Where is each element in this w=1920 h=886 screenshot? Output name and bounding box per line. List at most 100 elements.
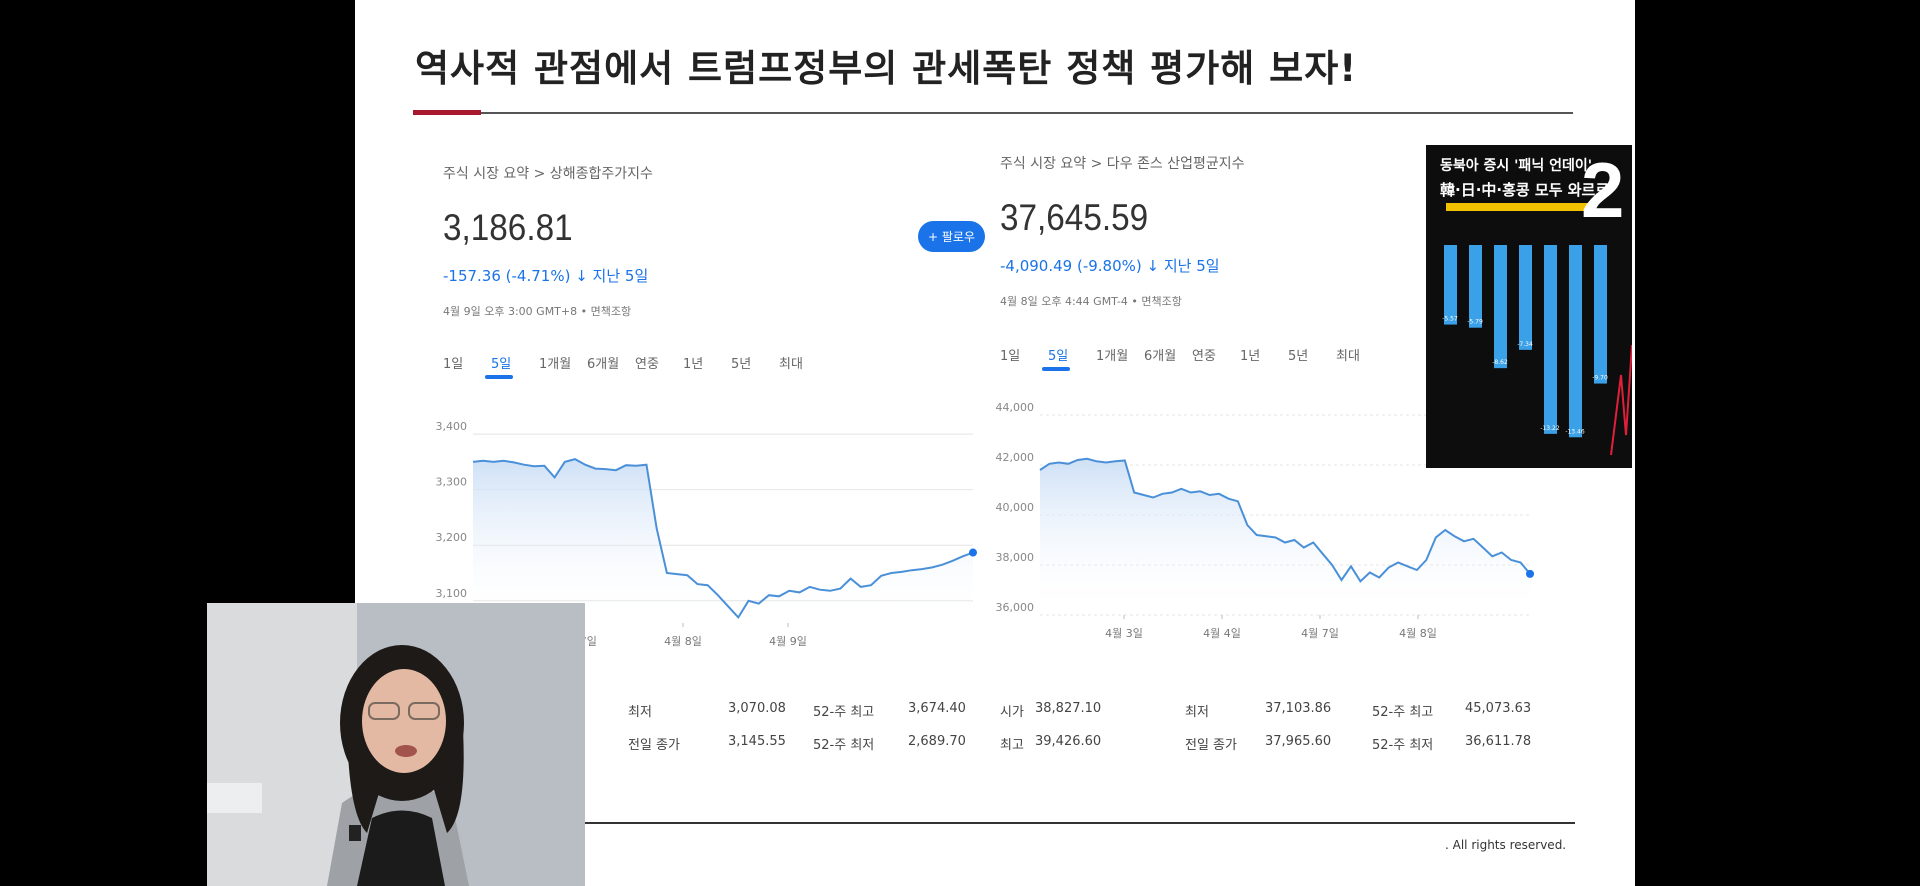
thumbnail-headline-2: 韓·日·中·홍콩 모두 와르르 — [1440, 181, 1610, 199]
stat-52w-high-label: 52-주 최고 — [1372, 705, 1434, 720]
breadcrumb[interactable]: 주식 시장 요약 > 상해종합주가지수 — [443, 166, 653, 182]
thumb-bar — [1594, 245, 1607, 384]
y-tick-label: 36,000 — [996, 601, 1035, 614]
area-fill — [1040, 458, 1530, 615]
index-price: 37,645.59 — [1000, 197, 1149, 238]
tab-1y[interactable]: 1년 — [1240, 349, 1261, 364]
follow-button[interactable]: + 팔로우 — [918, 221, 985, 252]
stat-52w-low-label: 52-주 최저 — [813, 738, 875, 753]
stat-high-label: 최고 — [1000, 738, 1024, 753]
y-tick-label: 40,000 — [996, 501, 1035, 514]
thumb-bar-label: -8.62 — [1492, 359, 1508, 366]
thumb-bar-label: -13.46 — [1565, 428, 1585, 435]
stat-low-label: 최저 — [628, 705, 652, 720]
price-change: -157.36 (-4.71%) ↓ 지난 5일 — [443, 267, 649, 285]
last-point-marker — [969, 548, 977, 557]
title-accent-bar — [413, 110, 481, 115]
dow-panel: 주식 시장 요약 > 다우 존스 산업평균지수 37,645.59 -4,090… — [996, 153, 1560, 763]
price-change: -4,090.49 (-9.80%) ↓ 지난 5일 — [1000, 257, 1220, 275]
x-tick-label: 4월 7일 — [1301, 626, 1339, 640]
tab-6m[interactable]: 6개월 — [587, 357, 620, 372]
footer-divider — [385, 822, 1575, 824]
title-divider — [413, 112, 1573, 114]
x-tick-label: 4월 3일 — [1105, 626, 1143, 640]
price-timestamp: 4월 9일 오후 3:00 GMT+8 • 면책조항 — [443, 305, 632, 318]
x-tick-label: 4월 9일 — [769, 634, 807, 648]
stat-high-value: 39,426.60 — [1035, 734, 1102, 749]
slide-title: 역사적 관점에서 트럼프정부의 관세폭탄 정책 평가해 보자! — [415, 47, 1358, 90]
stat-open-label: 시가 — [1000, 705, 1024, 720]
tab-5d[interactable]: 5일 — [1042, 345, 1096, 371]
tab-1m[interactable]: 1개월 — [539, 357, 572, 372]
x-tick-label: 4월 8일 — [664, 634, 702, 648]
thumb-bar-label: -5.79 — [1467, 319, 1483, 326]
shanghai-stats: 최저 3,070.08 52-주 최고 3,674.40 전일 종가 3,145… — [443, 701, 1003, 761]
tab-5y[interactable]: 5년 — [1288, 349, 1309, 364]
thumb-bar — [1444, 245, 1457, 325]
y-tick-label: 38,000 — [996, 551, 1035, 564]
index-price: 3,186.81 — [443, 207, 573, 248]
range-tabs: 1일 5일 1개월 6개월 연중 1년 5년 최대 — [443, 353, 827, 379]
thumbnail-big-number: 2 — [1581, 146, 1625, 234]
tab-1d[interactable]: 1일 — [443, 357, 464, 372]
price-timestamp: 4월 8일 오후 4:44 GMT-4 • 면책조항 — [1000, 295, 1182, 308]
thumb-bar — [1494, 245, 1507, 369]
tab-max[interactable]: 최대 — [1336, 349, 1360, 364]
tab-5y[interactable]: 5년 — [731, 357, 752, 372]
stat-prev-close-label: 전일 종가 — [628, 738, 680, 753]
x-tick-label: 4월 4일 — [1203, 626, 1241, 640]
series-line — [1039, 457, 1531, 583]
thumb-red-line — [1610, 344, 1632, 456]
presenter-webcam — [207, 603, 585, 886]
thumb-bar-label: -9.70 — [1592, 375, 1608, 382]
y-tick-label: 3,200 — [436, 531, 468, 544]
stat-52w-low-value: 2,689.70 — [908, 734, 966, 749]
thumb-bar-label: -7.34 — [1517, 341, 1533, 348]
y-tick-label: 3,100 — [436, 587, 468, 600]
thumbnail-headline-1: 동북아 증시 '패닉 언데이' — [1440, 158, 1592, 174]
tab-1y[interactable]: 1년 — [683, 357, 704, 372]
news-thumbnail: 동북아 증시 '패닉 언데이' 韓·日·中·홍콩 모두 와르르 2 -5.57 -… — [1426, 145, 1632, 468]
stat-52w-low-label: 52-주 최저 — [1372, 738, 1434, 753]
tab-ytd[interactable]: 연중 — [1192, 349, 1216, 364]
x-tick-label: 4월 8일 — [1399, 626, 1437, 640]
thumb-bar — [1569, 245, 1582, 438]
stat-52w-high-value: 3,674.40 — [908, 701, 966, 716]
y-tick-label: 42,000 — [996, 451, 1035, 464]
tab-1m[interactable]: 1개월 — [1096, 349, 1129, 364]
y-tick-label: 3,400 — [436, 420, 468, 433]
tab-max[interactable]: 최대 — [779, 357, 803, 372]
y-tick-label: 44,000 — [996, 401, 1035, 414]
thumb-bar-label: -5.57 — [1442, 316, 1458, 323]
stat-prev-close-value: 3,145.55 — [728, 734, 786, 749]
stat-52w-low-value: 36,611.78 — [1465, 734, 1532, 749]
stat-prev-close-label: 전일 종가 — [1185, 738, 1237, 753]
presenter-video — [207, 603, 585, 886]
thumbnail-yellow-banner — [1446, 203, 1596, 211]
tab-6m[interactable]: 6개월 — [1144, 349, 1177, 364]
series-line — [472, 458, 974, 620]
thumb-bar — [1519, 245, 1532, 350]
stat-low-label: 최저 — [1185, 705, 1209, 720]
stat-open-value: 38,827.10 — [1035, 701, 1102, 716]
y-tick-label: 3,300 — [436, 476, 468, 489]
dow-stats: 시가 38,827.10 최고 39,426.60 최저 37,103.86 전… — [1000, 701, 1560, 761]
thumbnail-bar-chart: -5.57 -5.79 -8.62 -7.34 -13.22 -13.46 -9.70 — [1442, 245, 1632, 456]
thumb-bar — [1469, 245, 1482, 328]
copyright-notice: . All rights reserved. — [1445, 838, 1567, 852]
stat-low-value: 3,070.08 — [728, 701, 786, 716]
breadcrumb[interactable]: 주식 시장 요약 > 다우 존스 산업평균지수 — [1000, 156, 1245, 172]
shanghai-panel: 주식 시장 요약 > 상해종합주가지수 3,186.81 -157.36 (-4… — [436, 163, 985, 763]
tab-ytd[interactable]: 연중 — [635, 357, 659, 372]
stat-prev-close-value: 37,965.60 — [1265, 734, 1332, 749]
stat-52w-high-label: 52-주 최고 — [813, 705, 875, 720]
tab-1d[interactable]: 1일 — [1000, 349, 1021, 364]
area-fill — [473, 459, 973, 623]
stat-low-value: 37,103.86 — [1265, 701, 1332, 716]
tab-5d[interactable]: 5일 — [485, 353, 539, 379]
thumb-bar — [1544, 245, 1557, 434]
range-tabs: 1일 5일 1개월 6개월 연중 1년 5년 최대 — [1000, 345, 1384, 371]
stat-52w-high-value: 45,073.63 — [1465, 701, 1532, 716]
last-point-marker — [1526, 569, 1534, 578]
